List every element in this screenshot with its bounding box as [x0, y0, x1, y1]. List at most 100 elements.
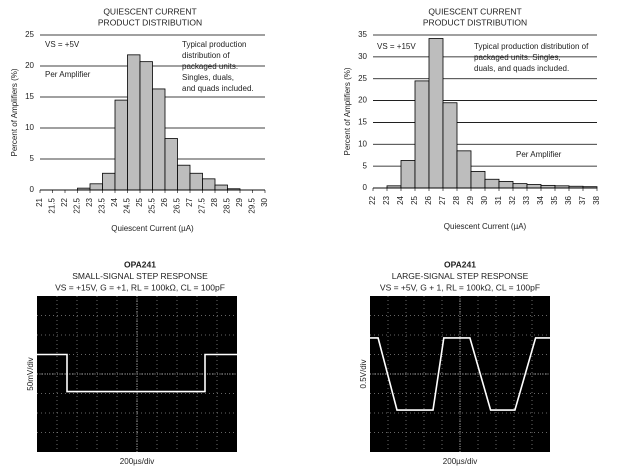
bar	[414, 80, 430, 189]
annotation: Per Amplifier	[45, 70, 91, 79]
y-tick-label: 10	[25, 123, 34, 132]
chart-title: PRODUCT DISTRIBUTION	[423, 17, 527, 27]
annotation: Per Amplifier	[516, 150, 562, 159]
y-tick-label: 0	[363, 183, 368, 192]
annotation: Typical production	[182, 40, 246, 49]
bar	[442, 102, 458, 189]
chart-title: SMALL-SIGNAL STEP RESPONSE	[72, 271, 208, 281]
bar	[152, 88, 166, 191]
bar	[428, 38, 444, 189]
waveform	[37, 353, 237, 393]
y-axis-label: 0.5V/div	[359, 360, 368, 389]
x-tick-label: 21.5	[48, 197, 57, 213]
bar	[400, 160, 416, 189]
bar	[214, 184, 228, 191]
y-tick-label: 0	[30, 185, 35, 194]
annotation: VS = +15V	[377, 42, 416, 51]
bar	[202, 178, 216, 191]
bar	[456, 150, 472, 189]
annotation: Singles, duals,	[182, 73, 234, 82]
bar	[484, 178, 500, 189]
x-tick-label: 25.5	[148, 197, 157, 213]
bar	[189, 172, 203, 191]
y-tick-label: 25	[358, 74, 367, 83]
bar	[127, 54, 141, 191]
y-axis-label: 50mV/div	[26, 357, 35, 390]
chart-title: LARGE-SIGNAL STEP RESPONSE	[392, 271, 529, 281]
x-tick-label: 28.5	[223, 197, 232, 213]
x-tick-label: 26	[160, 197, 169, 206]
x-tick-label: 33	[522, 195, 531, 204]
y-tick-label: 15	[358, 118, 367, 127]
chart-title: QUIESCENT CURRENT	[103, 6, 196, 16]
chart-title: OPA241	[444, 259, 476, 269]
chart-title: OPA241	[124, 259, 156, 269]
chart-title: VS = +15V, G = +1, RL = 100kΩ, CL = 100p…	[55, 282, 225, 292]
x-tick-label: 28	[452, 195, 461, 204]
annotation: VS = +5V	[45, 40, 80, 49]
x-tick-label: 23	[85, 197, 94, 206]
chart-title: PRODUCT DISTRIBUTION	[98, 17, 202, 27]
x-axis-label: Quiescent Current (µA)	[111, 224, 194, 233]
waveform	[370, 337, 550, 411]
x-axis-label: 200µs/div	[443, 457, 477, 466]
bar	[139, 61, 153, 191]
y-tick-label: 10	[358, 139, 367, 148]
y-axis-label: Percent of Amplifiers (%)	[10, 68, 19, 156]
x-tick-label: 27.5	[198, 197, 207, 213]
chart-title: VS = +5V, G + 1, RL = 100kΩ, CL = 100pF	[380, 282, 540, 292]
x-tick-label: 29.5	[248, 197, 257, 213]
x-tick-label: 32	[508, 195, 517, 204]
x-tick-label: 25	[135, 197, 144, 206]
x-tick-label: 25	[410, 195, 419, 204]
x-tick-label: 22	[368, 195, 377, 204]
x-tick-label: 22.5	[73, 197, 82, 213]
chart-title: QUIESCENT CURRENT	[428, 6, 521, 16]
y-tick-label: 30	[358, 52, 367, 61]
bar	[177, 164, 191, 191]
annotation: and quads included.	[182, 84, 254, 93]
y-axis-label: Percent of Amplifiers (%)	[343, 67, 352, 155]
annotation: distribution of	[182, 51, 230, 60]
x-tick-label: 38	[592, 195, 601, 204]
y-tick-label: 15	[25, 92, 34, 101]
x-tick-label: 27	[185, 197, 194, 206]
annotation: packaged units. Singles,	[474, 53, 561, 62]
x-tick-label: 30	[260, 197, 269, 206]
y-tick-label: 20	[25, 61, 34, 70]
y-tick-label: 20	[358, 96, 367, 105]
y-tick-label: 35	[358, 30, 367, 39]
bar	[498, 181, 514, 189]
x-tick-label: 29	[466, 195, 475, 204]
annotation: duals, and quads included.	[474, 64, 569, 73]
x-tick-label: 21	[35, 197, 44, 206]
x-tick-label: 30	[480, 195, 489, 204]
x-tick-label: 36	[564, 195, 573, 204]
y-tick-label: 25	[25, 30, 34, 39]
x-tick-label: 26	[424, 195, 433, 204]
bar	[470, 170, 486, 189]
x-tick-label: 28	[210, 197, 219, 206]
x-tick-label: 34	[536, 195, 545, 204]
x-tick-label: 23	[382, 195, 391, 204]
annotation: packaged units.	[182, 62, 238, 71]
x-tick-label: 37	[578, 195, 587, 204]
y-tick-label: 5	[363, 161, 368, 170]
x-tick-label: 24	[110, 197, 119, 206]
x-tick-label: 24	[396, 195, 405, 204]
bar	[102, 172, 116, 191]
bar	[114, 99, 128, 191]
x-tick-label: 24.5	[123, 197, 132, 213]
bar	[526, 184, 542, 189]
x-tick-label: 23.5	[98, 197, 107, 213]
bar	[512, 183, 528, 189]
y-tick-label: 5	[30, 154, 35, 163]
x-tick-label: 29	[235, 197, 244, 206]
x-tick-label: 31	[494, 195, 503, 204]
x-axis-label: Quiescent Current (µA)	[444, 222, 527, 231]
x-tick-label: 26.5	[173, 197, 182, 213]
x-tick-label: 35	[550, 195, 559, 204]
bar	[89, 183, 103, 191]
x-tick-label: 22	[60, 197, 69, 206]
x-axis-label: 200µs/div	[120, 457, 154, 466]
